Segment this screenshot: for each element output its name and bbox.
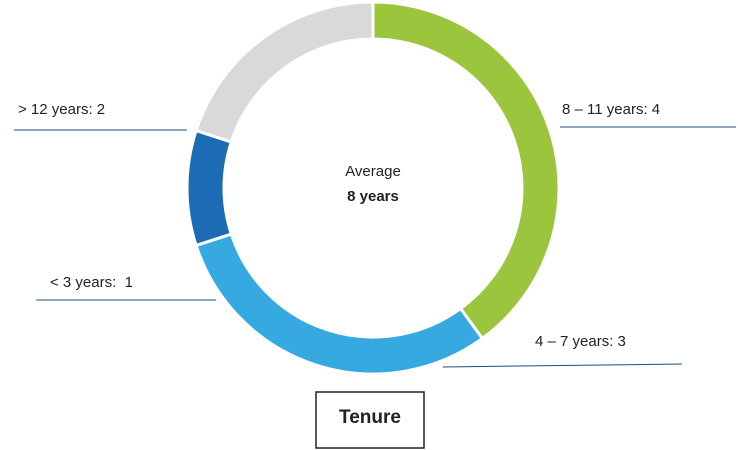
center-label: Average (345, 163, 401, 180)
data-label: > 12 years: 2 (18, 101, 105, 118)
data-label: < 3 years: 1 (50, 274, 133, 291)
center-value: 8 years (347, 188, 399, 205)
donut-segment (371, 0, 561, 341)
donut-segment (185, 128, 234, 248)
chart-title: Tenure (339, 407, 401, 428)
data-label: 8 – 11 years: 4 (562, 101, 660, 118)
donut (185, 0, 561, 376)
donut-segment (194, 232, 485, 376)
data-label: 4 – 7 years: 3 (535, 333, 626, 350)
donut-segment (194, 0, 375, 144)
leader-line (442, 363, 683, 368)
title-box (315, 391, 425, 449)
